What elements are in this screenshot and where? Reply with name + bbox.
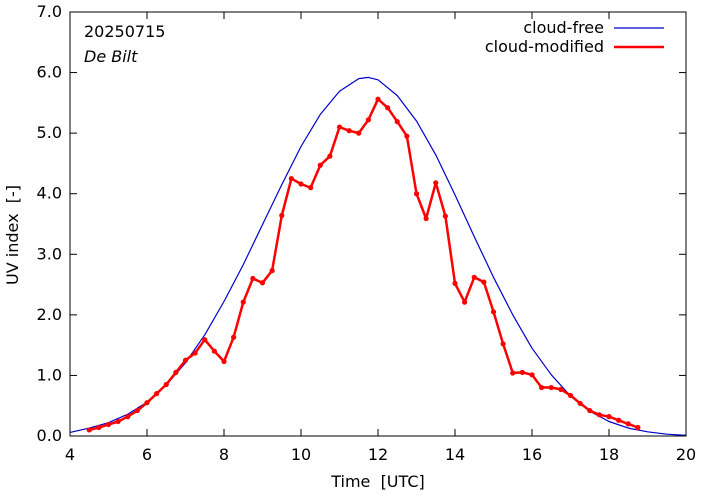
data-point-cloud-modified: [625, 421, 631, 427]
x-tick-label: 12: [368, 445, 388, 464]
y-tick-label: 3.0: [37, 244, 62, 263]
data-point-cloud-modified: [298, 181, 304, 187]
data-point-cloud-modified: [616, 417, 622, 423]
x-tick-label: 6: [142, 445, 152, 464]
x-tick-label: 8: [219, 445, 229, 464]
data-point-cloud-modified: [452, 280, 458, 286]
y-tick-label: 7.0: [37, 2, 62, 21]
data-point-cloud-modified: [279, 212, 285, 219]
data-point-cloud-modified: [125, 414, 131, 420]
data-point-cloud-modified: [211, 348, 217, 354]
data-point-cloud-modified: [442, 213, 448, 219]
legend-label-cloud-modified: cloud-modified: [485, 37, 604, 56]
data-point-cloud-modified: [250, 275, 256, 282]
data-point-cloud-modified: [462, 299, 468, 305]
data-point-cloud-modified: [510, 370, 516, 376]
date-annotation: 20250715: [84, 22, 165, 41]
x-tick-label: 18: [599, 445, 619, 464]
series-line-cloud-free: [69, 76, 687, 436]
data-point-cloud-modified: [221, 358, 227, 365]
x-axis-label: Time [UTC]: [330, 472, 425, 491]
data-point-cloud-modified: [173, 369, 179, 375]
y-tick-label: 6.0: [37, 63, 62, 82]
data-point-cloud-modified: [635, 424, 641, 431]
data-point-cloud-modified: [385, 105, 391, 111]
data-point-cloud-modified: [240, 299, 246, 305]
y-axis-ticks: 0.0 1.0 2.0 3.0 4.0 5.0 6.0 7.0: [37, 2, 686, 445]
data-point-cloud-modified: [433, 180, 439, 186]
data-point-cloud-modified: [308, 185, 314, 191]
data-point-cloud-modified: [394, 119, 400, 125]
x-tick-label: 4: [65, 445, 75, 464]
data-point-cloud-modified: [567, 392, 574, 399]
data-point-cloud-modified: [96, 424, 102, 431]
data-point-cloud-modified: [413, 191, 420, 197]
legend: cloud-free cloud-modified: [485, 18, 664, 56]
data-point-cloud-modified: [269, 268, 275, 274]
location-annotation: De Bilt: [84, 47, 138, 66]
legend-label-cloud-free: cloud-free: [523, 18, 604, 37]
data-point-cloud-modified: [317, 162, 323, 168]
data-point-cloud-modified: [558, 386, 564, 392]
x-tick-label: 14: [445, 445, 465, 464]
data-point-cloud-modified: [596, 412, 602, 418]
x-tick-label: 10: [291, 445, 311, 464]
data-point-cloud-modified: [144, 400, 150, 406]
data-point-cloud-modified: [86, 427, 92, 433]
y-tick-label: 5.0: [37, 123, 62, 142]
data-point-cloud-modified: [481, 279, 487, 285]
data-point-cloud-modified: [471, 274, 477, 280]
data-point-cloud-modified: [231, 334, 237, 340]
y-tick-label: 1.0: [37, 365, 62, 384]
data-point-cloud-modified: [105, 421, 112, 428]
data-point-cloud-modified: [336, 124, 343, 130]
data-point-cloud-modified: [134, 407, 140, 414]
data-point-cloud-modified: [365, 117, 371, 123]
data-point-cloud-modified: [577, 400, 583, 406]
y-axis-label: UV index [-]: [3, 185, 22, 285]
x-tick-label: 16: [522, 445, 542, 464]
y-tick-label: 0.0: [37, 426, 62, 445]
x-axis-ticks: 4 6 8 10 12 14 16 18 20: [65, 12, 696, 464]
data-point-cloud-modified: [346, 128, 352, 134]
data-point-cloud-modified: [163, 381, 169, 388]
data-point-cloud-modified: [202, 337, 208, 343]
plot-frame: [69, 11, 687, 437]
y-tick-label: 4.0: [37, 184, 62, 203]
data-point-cloud-modified: [375, 96, 381, 102]
data-point-cloud-modified: [500, 341, 506, 347]
data-point-cloud-modified: [539, 384, 545, 391]
data-point-cloud-modified: [182, 357, 189, 363]
data-point-cloud-modified: [259, 280, 266, 286]
data-point-cloud-modified: [327, 153, 333, 159]
data-point-cloud-modified: [154, 391, 160, 397]
data-point-cloud-modified: [115, 418, 121, 425]
series-line-cloud-modified: [88, 97, 639, 432]
series-layer: [69, 76, 687, 436]
data-point-cloud-modified: [356, 130, 362, 136]
data-point-cloud-modified: [587, 407, 593, 414]
data-point-cloud-modified: [423, 215, 429, 222]
data-point-cloud-modified: [529, 372, 535, 378]
data-point-cloud-modified: [606, 414, 612, 420]
data-point-cloud-modified: [192, 350, 198, 356]
y-tick-label: 2.0: [37, 305, 62, 324]
data-point-cloud-modified: [548, 384, 554, 391]
data-point-cloud-modified: [490, 309, 497, 315]
data-point-cloud-modified: [404, 133, 410, 139]
x-tick-label: 20: [676, 445, 696, 464]
data-point-cloud-modified: [288, 175, 294, 182]
data-point-cloud-modified: [519, 369, 525, 375]
